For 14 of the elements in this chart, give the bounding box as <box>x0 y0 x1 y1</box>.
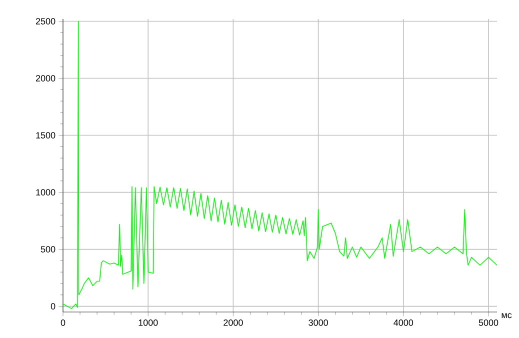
line-series <box>63 20 498 309</box>
x-tick-label: 2000 <box>224 319 243 326</box>
y-tick-label: 500 <box>40 246 56 252</box>
x-tick-label: 1000 <box>138 319 158 326</box>
y-tick-label: 2000 <box>36 75 56 82</box>
y-tick-label: 1500 <box>36 132 56 138</box>
x-tick-label: 4000 <box>394 319 414 326</box>
x-tick-label: 3000 <box>308 319 328 326</box>
x-axis-title: мс <box>502 313 512 318</box>
y-tick-label: 1000 <box>36 189 56 196</box>
y-tick-label: 0 <box>50 303 56 310</box>
x-tick-label: 0 <box>60 319 66 326</box>
x-tick-label: 5000 <box>478 319 498 326</box>
y-tick-label: 2500 <box>36 18 56 24</box>
